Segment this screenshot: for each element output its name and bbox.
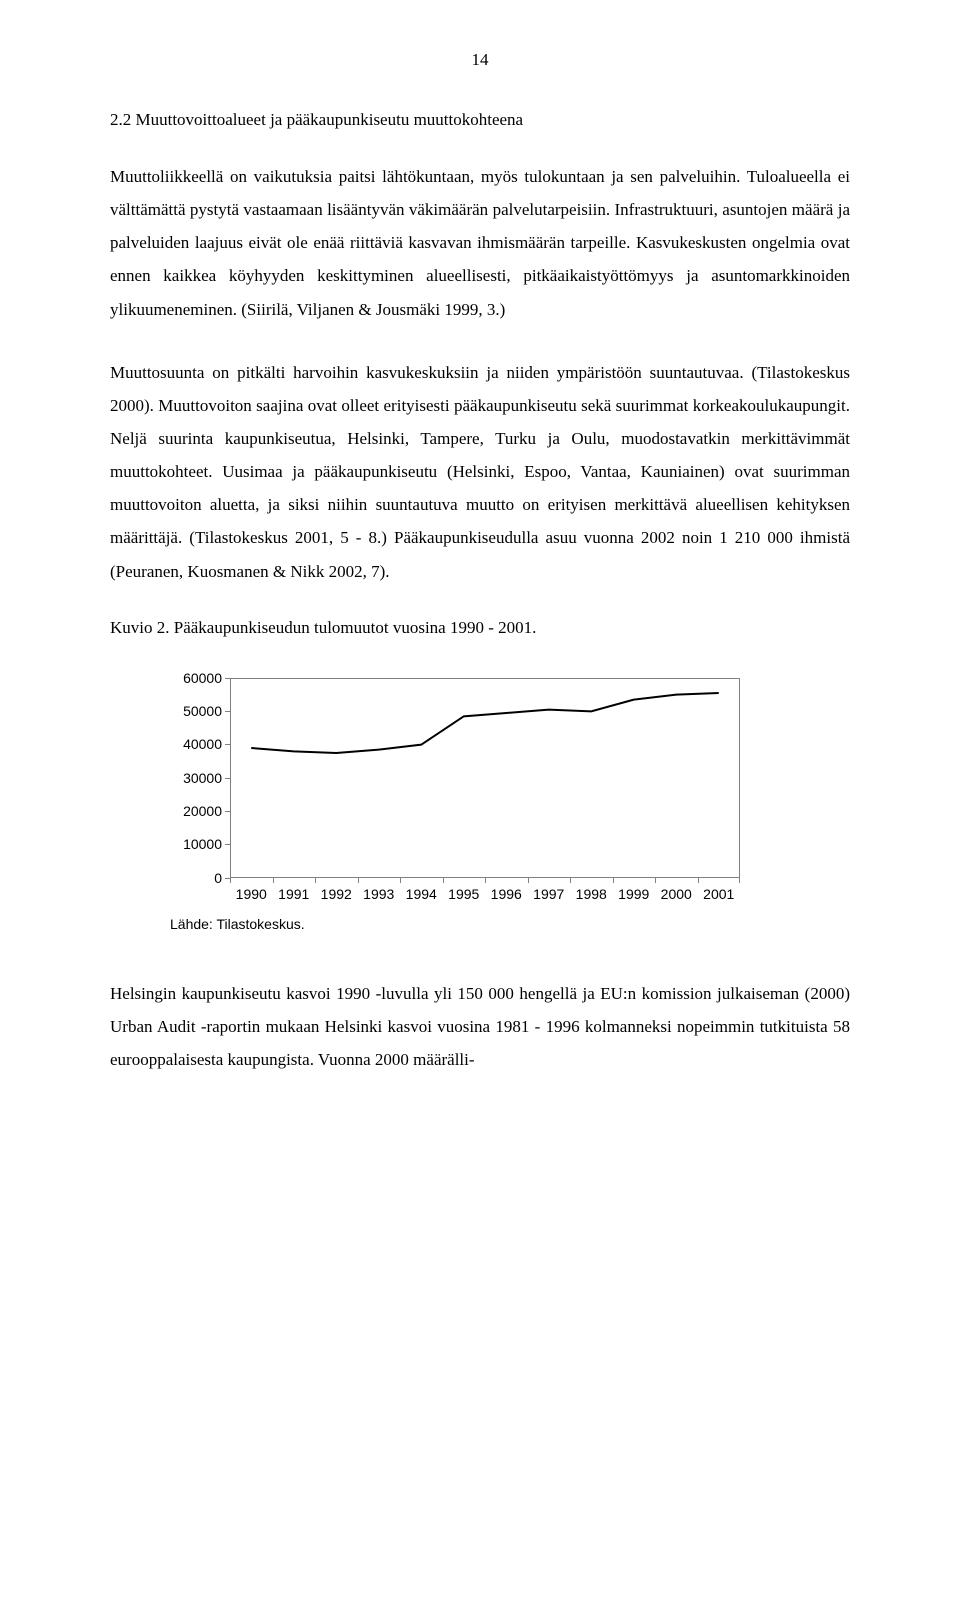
x-axis-label: 1994 [406,886,437,902]
x-axis-label: 2000 [661,886,692,902]
x-axis-label: 1998 [576,886,607,902]
x-axis-tick [273,878,274,883]
y-axis-label: 20000 [160,803,222,819]
line-chart: 0100002000030000400005000060000199019911… [160,678,750,908]
x-axis-label: 1993 [363,886,394,902]
x-axis-label: 1997 [533,886,564,902]
x-axis-tick [698,878,699,883]
x-axis-tick [443,878,444,883]
x-axis-label: 1996 [491,886,522,902]
x-axis-tick [358,878,359,883]
x-axis-tick [739,878,740,883]
y-axis-label: 50000 [160,703,222,719]
x-axis-tick [230,878,231,883]
section-heading: 2.2 Muuttovoittoalueet ja pääkaupunkiseu… [110,110,850,130]
x-axis-label: 1995 [448,886,479,902]
y-axis-label: 30000 [160,770,222,786]
x-axis-label: 1991 [278,886,309,902]
chart-container: 0100002000030000400005000060000199019911… [160,678,750,932]
figure-caption: Kuvio 2. Pääkaupunkiseudun tulomuutot vu… [110,618,850,638]
data-series-line [251,693,719,753]
paragraph-2: Muuttosuunta on pitkälti harvoihin kasvu… [110,356,850,588]
chart-source: Lähde: Tilastokeskus. [170,916,750,932]
x-axis-tick [613,878,614,883]
x-axis-label: 1999 [618,886,649,902]
x-axis-tick [485,878,486,883]
paragraph-1: Muuttoliikkeellä on vaikutuksia paitsi l… [110,160,850,326]
paragraph-3: Helsingin kaupunkiseutu kasvoi 1990 -luv… [110,977,850,1076]
y-axis-label: 60000 [160,670,222,686]
x-axis-tick [570,878,571,883]
x-axis-tick [655,878,656,883]
x-axis-tick [400,878,401,883]
x-axis-label: 1992 [321,886,352,902]
y-axis-label: 0 [160,870,222,886]
chart-line-svg [230,678,740,878]
x-axis-tick [528,878,529,883]
y-axis-label: 40000 [160,736,222,752]
x-axis-label: 1990 [236,886,267,902]
page-number: 14 [110,50,850,70]
y-axis-label: 10000 [160,836,222,852]
page-container: 14 2.2 Muuttovoittoalueet ja pääkaupunki… [0,0,960,1166]
x-axis-label: 2001 [703,886,734,902]
x-axis-tick [315,878,316,883]
